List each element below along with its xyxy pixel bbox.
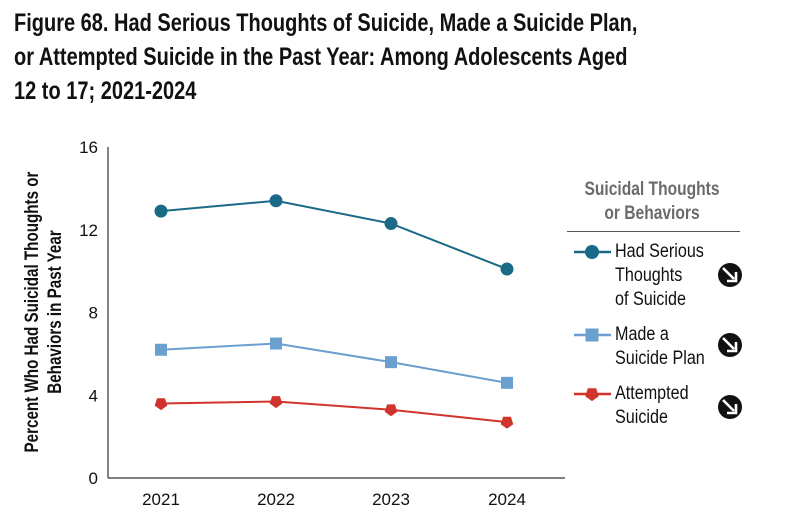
down-arrow-circle-icon — [718, 263, 742, 287]
legend-label-line: Suicide Plan — [615, 348, 705, 369]
x-tick-label: 2024 — [488, 490, 526, 509]
y-tick-label: 16 — [79, 138, 98, 157]
data-point — [384, 217, 398, 231]
y-axis-label: Percent Who Had Suicidal Thoughts or Beha… — [20, 171, 65, 452]
legend-marker — [585, 388, 599, 402]
legend-label-plan: Made a Suicide Plan — [615, 323, 705, 371]
y-axis-label-line: Behaviors in Past Year — [43, 230, 65, 394]
title-line: Figure 68. Had Serious Thoughts of Suici… — [14, 9, 638, 37]
legend-label-line: Had Serious — [615, 241, 704, 262]
legend-label-line: Thoughts — [615, 265, 683, 286]
data-point — [269, 396, 283, 409]
legend-label-line: Made a — [615, 324, 669, 345]
series-line — [160, 400, 508, 424]
x-tick-label: 2022 — [257, 490, 295, 509]
legend-divider — [567, 231, 740, 232]
data-point — [384, 404, 398, 417]
data-point — [155, 343, 167, 356]
legend-title: Suicidal Thoughts or Behaviors — [562, 178, 742, 226]
x-tick-label: 2023 — [372, 490, 410, 509]
data-point — [154, 398, 168, 411]
data-point — [270, 337, 282, 350]
chart-title: Figure 68. Had Serious Thoughts of Suici… — [14, 6, 786, 108]
y-axis-label-line: Percent Who Had Suicidal Thoughts or — [20, 171, 42, 452]
legend-title-line: Suicidal Thoughts — [584, 179, 720, 200]
title-line: or Attempted Suicide in the Past Year: A… — [14, 43, 628, 71]
legend-marker — [585, 328, 599, 342]
trend-icon-arrow — [722, 337, 738, 353]
legend-label-thoughts: Had Serious Thoughts of Suicide — [615, 240, 704, 312]
title-line: 12 to 17; 2021-2024 — [14, 77, 197, 105]
y-tick-label: 8 — [89, 304, 98, 323]
data-point — [500, 262, 514, 276]
data-point — [501, 376, 513, 389]
data-point — [385, 356, 397, 369]
legend-marker — [585, 245, 599, 259]
trend-icon-arrow — [722, 399, 738, 415]
down-arrow-circle-icon — [718, 395, 742, 419]
legend-label-attempt: Attempted Suicide — [615, 382, 689, 430]
y-tick-label: 0 — [89, 469, 98, 488]
x-tick-label: 2021 — [142, 490, 180, 509]
down-arrow-circle-icon — [718, 333, 742, 357]
legend-label-line: Attempted — [615, 383, 689, 404]
legend-label-line: of Suicide — [615, 289, 686, 310]
series-line — [160, 199, 508, 270]
y-tick-label: 12 — [79, 221, 98, 240]
legend-title-line: or Behaviors — [604, 203, 700, 224]
trend-icon-arrow — [722, 267, 738, 283]
data-point — [269, 194, 283, 208]
y-tick-label: 4 — [89, 386, 98, 405]
data-point — [500, 416, 514, 429]
data-point — [154, 204, 168, 218]
legend-label-line: Suicide — [615, 407, 668, 428]
series-line — [160, 342, 508, 384]
